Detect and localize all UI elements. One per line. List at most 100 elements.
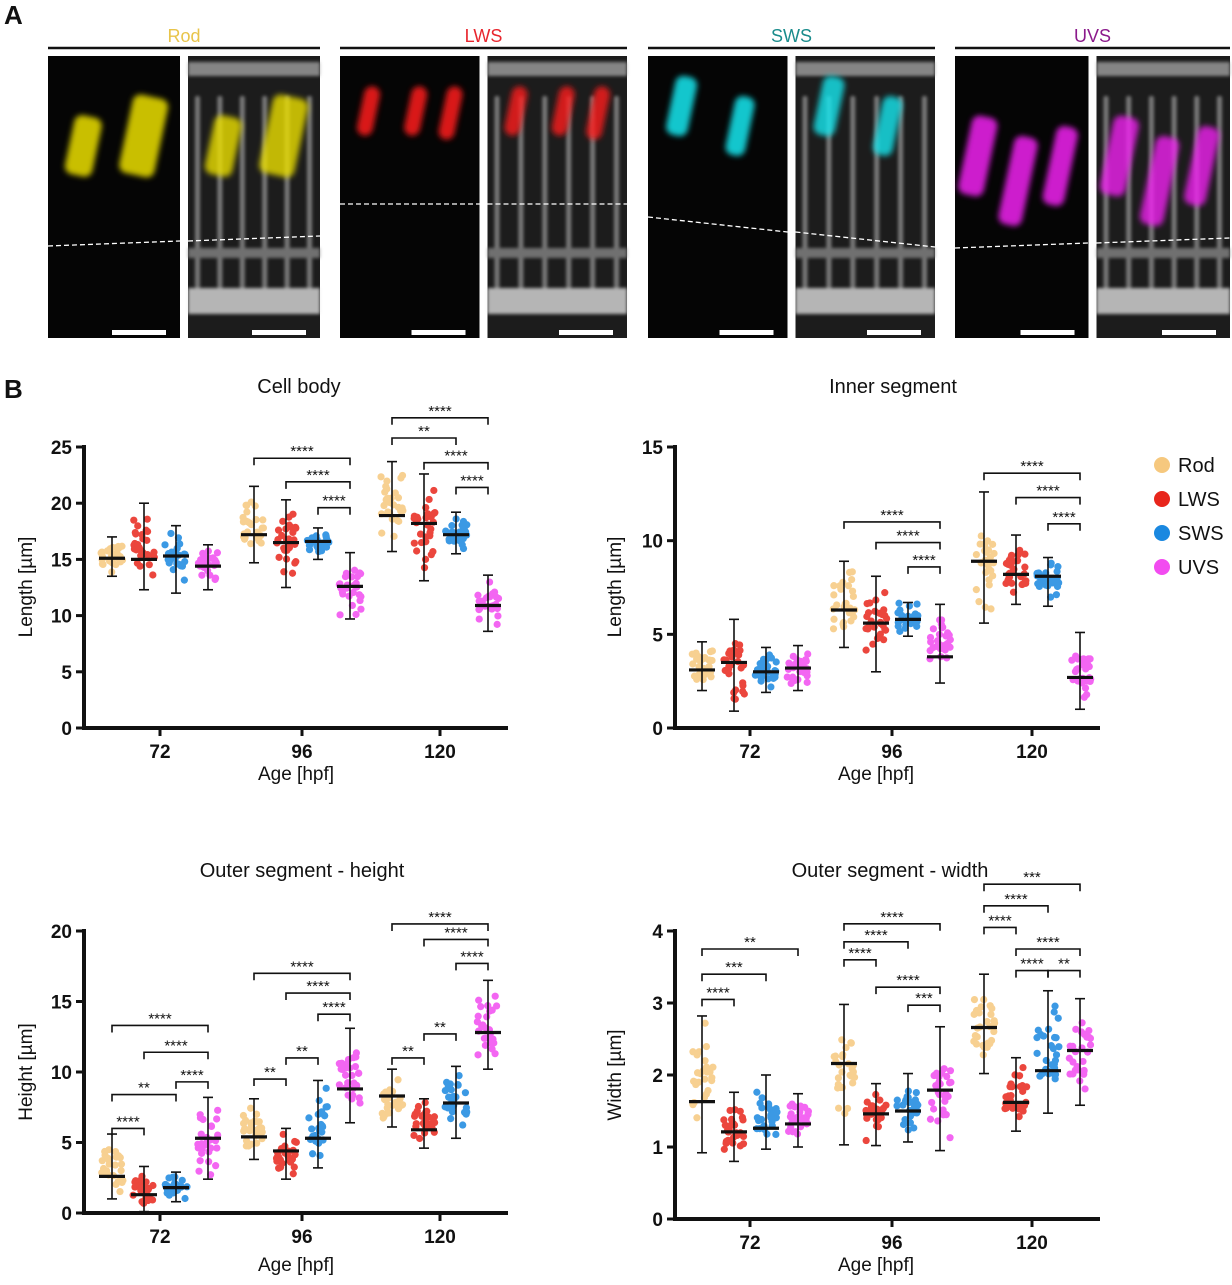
bracket-line: [423, 1033, 457, 1041]
data-point: [910, 1124, 918, 1132]
significance-label: ****: [116, 1113, 140, 1130]
data-point: [381, 488, 389, 496]
significance-bracket: ****: [1047, 509, 1081, 531]
data-point: [693, 1051, 701, 1059]
data-point: [990, 1017, 998, 1025]
data-point: [725, 670, 733, 678]
significance-label: **: [138, 1080, 150, 1097]
data-point: [864, 625, 872, 633]
significance-bracket: ****: [1015, 934, 1081, 956]
significance-bracket: ****: [253, 958, 351, 981]
points-lws-120: [1001, 1063, 1031, 1121]
data-point: [941, 646, 949, 654]
bracket-line: [423, 461, 489, 470]
data-point: [977, 532, 985, 540]
data-point: [212, 558, 220, 567]
boundary-line: [47, 240, 181, 247]
data-point: [830, 615, 838, 623]
data-point: [944, 629, 952, 637]
significance-bracket: ****: [983, 891, 1049, 913]
data-point: [338, 1062, 346, 1070]
panel-b-letter: B: [4, 374, 23, 404]
data-point: [384, 508, 392, 516]
significance-bracket: ****: [423, 448, 489, 470]
bracket-line: [285, 992, 351, 1001]
data-point: [485, 578, 494, 586]
data-point: [930, 1105, 938, 1113]
data-point: [195, 1167, 203, 1175]
significance-label: **: [1058, 956, 1070, 973]
scale-bar: [1020, 330, 1075, 335]
data-point: [292, 1138, 300, 1146]
photoreceptor-signal: [958, 115, 1078, 227]
data-point: [761, 663, 769, 671]
data-point: [876, 1096, 884, 1104]
data-point: [181, 1194, 189, 1203]
points-uvs-96: [926, 1065, 955, 1142]
significance-label: **: [264, 1064, 276, 1081]
data-point: [357, 605, 365, 613]
data-point: [926, 633, 935, 642]
data-point: [757, 677, 765, 685]
data-point: [136, 1176, 145, 1184]
data-point: [1037, 1030, 1045, 1039]
legend-label-rod: Rod: [1178, 455, 1215, 477]
data-point: [932, 1069, 941, 1077]
bracket-line: [907, 566, 941, 574]
significance-label: ****: [322, 999, 346, 1016]
significance-bracket: ****: [843, 945, 877, 967]
x-tick-label: 72: [149, 742, 170, 763]
data-point: [898, 611, 906, 620]
data-point: [428, 1114, 436, 1122]
data-point: [383, 1104, 391, 1112]
data-point: [274, 526, 283, 534]
significance-label: ****: [460, 948, 484, 965]
data-point: [837, 585, 845, 593]
data-point: [378, 529, 386, 537]
data-point: [787, 679, 795, 688]
photoreceptor-signal: [813, 75, 903, 156]
y-tick-label: 5: [652, 625, 663, 646]
data-point: [442, 527, 450, 535]
chart-cell-body: Cell body 0 5 10 15 20 25 72 96 120 Age [hpf] Lengt…: [16, 376, 508, 785]
legend-swatch-uvs: [1154, 559, 1170, 575]
points-sws-72: [751, 651, 780, 691]
data-point: [116, 1153, 124, 1162]
legend-swatch-lws: [1154, 491, 1170, 507]
data-point: [1008, 579, 1016, 587]
data-point: [758, 1104, 766, 1112]
data-point: [803, 668, 811, 676]
membrane-texture: [795, 62, 935, 314]
significance-bracket: ****: [1015, 956, 1049, 978]
data-point: [474, 1012, 482, 1020]
data-point: [149, 1181, 157, 1190]
data-point: [720, 1116, 728, 1124]
points-rod-72: [689, 1019, 717, 1122]
points-uvs-72: [194, 1106, 222, 1179]
series-lws: [129, 1097, 439, 1213]
data-point: [161, 541, 169, 549]
significance-label: ****: [1052, 509, 1076, 526]
data-point: [352, 610, 360, 619]
data-point: [169, 566, 177, 574]
data-point: [946, 636, 954, 644]
data-point: [1050, 1033, 1059, 1042]
y-tick-label: 10: [51, 1063, 72, 1084]
data-point: [1033, 1049, 1041, 1057]
data-point: [430, 486, 438, 495]
data-point: [1007, 1080, 1015, 1088]
data-point: [767, 683, 775, 691]
data-point: [213, 1144, 221, 1152]
data-point: [849, 1079, 857, 1087]
data-point: [275, 1164, 283, 1172]
data-point: [720, 1145, 728, 1153]
significance-label: ****: [988, 912, 1012, 929]
data-point: [831, 1052, 840, 1060]
data-point: [447, 1086, 455, 1094]
data-point: [456, 537, 464, 545]
photoreceptor-signal: [1099, 115, 1220, 227]
bracket-line: [253, 972, 351, 981]
bracket-line: [253, 457, 351, 466]
data-point: [862, 1136, 870, 1145]
data-point: [207, 1122, 216, 1131]
